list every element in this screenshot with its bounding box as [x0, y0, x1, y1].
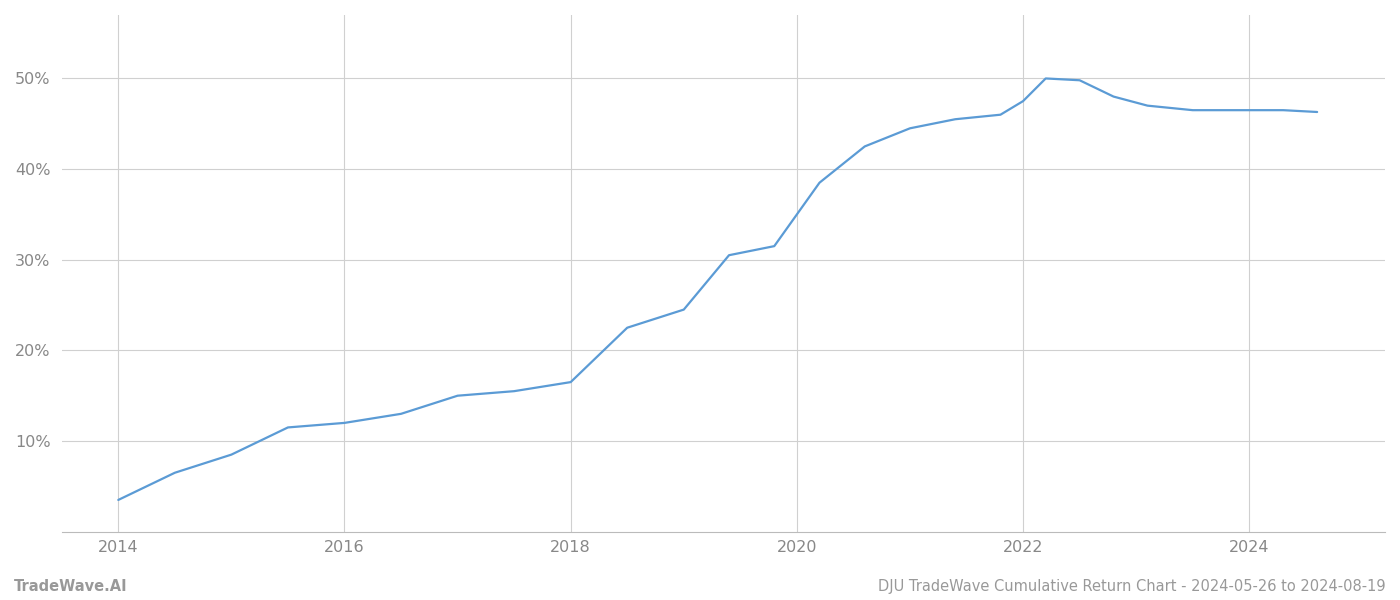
- Text: TradeWave.AI: TradeWave.AI: [14, 579, 127, 594]
- Text: DJU TradeWave Cumulative Return Chart - 2024-05-26 to 2024-08-19: DJU TradeWave Cumulative Return Chart - …: [878, 579, 1386, 594]
